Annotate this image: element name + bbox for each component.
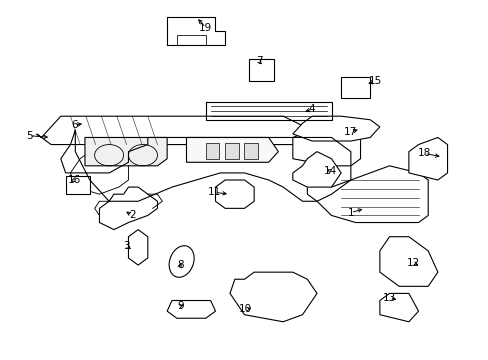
- Polygon shape: [65, 176, 90, 194]
- Text: 12: 12: [406, 258, 420, 268]
- Text: 10: 10: [239, 304, 251, 314]
- Text: 9: 9: [177, 301, 183, 311]
- Polygon shape: [307, 166, 427, 222]
- Polygon shape: [99, 187, 157, 230]
- Polygon shape: [229, 272, 316, 322]
- Text: 5: 5: [26, 131, 33, 141]
- Polygon shape: [292, 152, 341, 187]
- Polygon shape: [292, 116, 379, 141]
- Ellipse shape: [169, 246, 194, 277]
- Polygon shape: [85, 138, 167, 166]
- Polygon shape: [37, 116, 311, 145]
- Text: 19: 19: [199, 23, 212, 33]
- Text: 7: 7: [255, 56, 262, 66]
- Text: 18: 18: [417, 148, 430, 158]
- Bar: [244, 143, 258, 159]
- Text: 3: 3: [122, 240, 129, 251]
- Text: 16: 16: [67, 175, 81, 185]
- Text: 2: 2: [129, 211, 135, 220]
- Bar: [224, 143, 238, 159]
- Polygon shape: [167, 301, 215, 318]
- Polygon shape: [379, 293, 418, 322]
- Text: 17: 17: [344, 127, 357, 137]
- Text: 11: 11: [207, 188, 221, 197]
- Polygon shape: [215, 180, 254, 208]
- Polygon shape: [408, 138, 447, 180]
- Polygon shape: [128, 230, 147, 265]
- Text: 14: 14: [323, 166, 337, 176]
- Bar: [205, 143, 219, 159]
- Polygon shape: [186, 138, 278, 162]
- Text: 8: 8: [177, 260, 183, 270]
- Text: 15: 15: [367, 76, 381, 86]
- Polygon shape: [292, 130, 360, 166]
- Text: 6: 6: [71, 120, 78, 130]
- Polygon shape: [341, 77, 369, 99]
- Polygon shape: [249, 59, 273, 81]
- Polygon shape: [70, 145, 128, 194]
- Text: 1: 1: [347, 208, 353, 217]
- Text: 13: 13: [382, 293, 395, 303]
- Polygon shape: [379, 237, 437, 286]
- Text: 4: 4: [308, 104, 315, 114]
